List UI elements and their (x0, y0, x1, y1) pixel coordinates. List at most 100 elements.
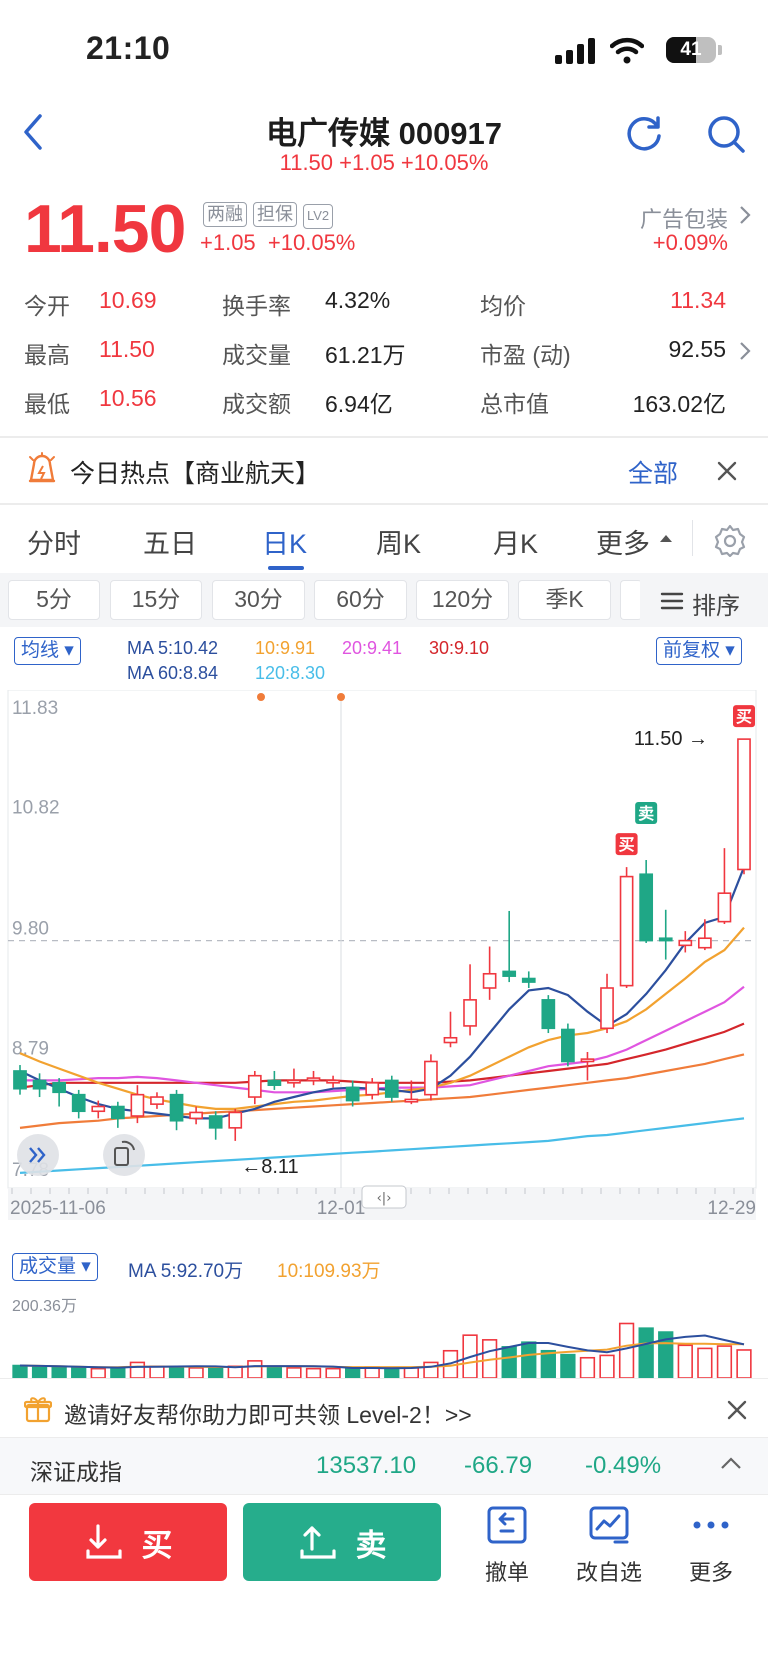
ma5-line (19, 866, 746, 1120)
stock-tags: 两融 担保 LV2 (203, 202, 339, 229)
expand-button (17, 1134, 59, 1176)
buy-button[interactable]: 买 (29, 1503, 227, 1581)
more-button[interactable]: 更多 (666, 1505, 756, 1587)
stat-volume-value: 61.21万 (325, 342, 406, 368)
chevron-right-icon[interactable] (738, 204, 752, 226)
volume-bar (149, 1365, 165, 1378)
stat-pe[interactable]: 市盈 (动) (480, 342, 571, 368)
period-15min[interactable]: 15分 (110, 580, 202, 620)
sort-icon[interactable] (660, 591, 684, 611)
volume-bar (129, 1361, 146, 1378)
event-dot (337, 693, 345, 701)
tab-weekly-k[interactable]: 周K (376, 529, 422, 559)
volume-max-label: 200.36万 (12, 1298, 77, 1315)
volume-bar (599, 1354, 615, 1378)
sell-button[interactable]: 卖 (243, 1503, 441, 1581)
rotate-button (103, 1134, 145, 1176)
sort-button[interactable]: 排序 (692, 593, 740, 620)
candle (482, 972, 497, 989)
volume-bar (266, 1366, 283, 1378)
more-icon (693, 1521, 729, 1529)
candle (287, 1079, 301, 1084)
gear-icon[interactable] (713, 523, 747, 557)
candle (208, 1115, 223, 1129)
period-60min[interactable]: 60分 (314, 580, 407, 620)
status-time: 21:10 (86, 30, 171, 66)
volume-bar (638, 1327, 654, 1378)
candle (639, 873, 654, 942)
invite-banner[interactable]: 邀请好友帮你助力即可共领 Level-2！>> (64, 1402, 472, 1428)
rotate-icon (114, 1147, 129, 1166)
ma20-legend: 20:9.41 (342, 638, 403, 658)
candle (150, 1096, 164, 1105)
candle (71, 1093, 86, 1113)
page-title: 电广传媒 000917 (265, 116, 503, 151)
period-120min[interactable]: 120分 (416, 580, 509, 620)
margin-tag: 两融 (203, 202, 247, 227)
signal-icon (555, 38, 595, 64)
battery-icon: 41 (666, 37, 716, 63)
edit-watchlist-button[interactable]: 改自选 (564, 1505, 654, 1587)
hot-all-link[interactable]: 全部 (627, 460, 678, 488)
tab-daily-k[interactable]: 日K (262, 529, 308, 559)
candle (306, 1077, 321, 1082)
tab-five-day[interactable]: 五日 (143, 529, 197, 559)
tab-intraday[interactable]: 分时 (27, 529, 81, 559)
candle (658, 937, 673, 942)
volume-bar (736, 1349, 752, 1378)
volume-dropdown[interactable]: 成交量 ▾ (12, 1253, 98, 1281)
volume-bar (208, 1367, 224, 1378)
candle (561, 1028, 575, 1063)
ma-dropdown[interactable]: 均线 ▾ (14, 637, 81, 665)
sector-name[interactable]: 广告包装 (639, 207, 728, 232)
stat-high: 最高 (24, 342, 70, 368)
x-tick-label: 2025-11-06 (10, 1198, 106, 1219)
volume-bar (305, 1367, 322, 1378)
period-30min[interactable]: 30分 (212, 580, 305, 620)
back-icon[interactable] (20, 112, 46, 152)
current-price: 11.50 (24, 191, 186, 267)
candle (717, 892, 732, 923)
ma5-legend: MA 5:10.42 (127, 638, 219, 658)
volume-bar (247, 1360, 263, 1378)
close-icon[interactable] (726, 1399, 748, 1421)
volume-bar (697, 1347, 713, 1378)
volume-chart[interactable] (0, 1300, 768, 1378)
candle (169, 1093, 184, 1122)
stat-mcap-value: 163.02亿 (632, 391, 726, 417)
low-price-label: ←8.11 (241, 1156, 298, 1178)
close-icon[interactable] (716, 460, 738, 482)
hot-topic-text[interactable]: 今日热点【商业航天】 (70, 460, 321, 488)
volume-bar (579, 1356, 596, 1378)
cancel-order-button[interactable]: 撤单 (462, 1505, 552, 1587)
y-tick-label: 9.80 (12, 919, 49, 940)
candle (345, 1086, 360, 1102)
search-icon[interactable] (706, 114, 746, 154)
divider (0, 436, 768, 438)
candle (365, 1082, 380, 1096)
period-5min[interactable]: 5分 (8, 580, 100, 620)
index-name[interactable]: 深证成指 (30, 1459, 122, 1485)
wifi-icon (610, 37, 644, 64)
chevron-right-icon[interactable] (738, 340, 752, 362)
adjust-dropdown[interactable]: 前复权 ▾ (656, 637, 742, 665)
refresh-icon[interactable] (624, 114, 664, 154)
stat-pe-value: 92.55 (668, 336, 726, 362)
chevron-up-icon[interactable] (720, 1456, 742, 1470)
candle (384, 1079, 399, 1098)
candle (678, 939, 693, 947)
sell-arrow-icon (299, 1526, 336, 1559)
stat-open-value: 10.69 (99, 287, 157, 313)
candle (326, 1079, 340, 1084)
caret-up-icon[interactable] (659, 533, 673, 543)
tab-monthly-k[interactable]: 月K (493, 529, 539, 559)
tab-more[interactable]: 更多 (596, 529, 650, 559)
index-percent: -0.49% (585, 1452, 662, 1479)
volume-bar (501, 1346, 517, 1378)
volume-bar (384, 1367, 400, 1378)
marker-label: 卖 (638, 804, 654, 823)
period-quarter-k[interactable]: 季K (518, 580, 611, 620)
change-value: +1.05 (200, 230, 256, 255)
candle (110, 1105, 125, 1120)
